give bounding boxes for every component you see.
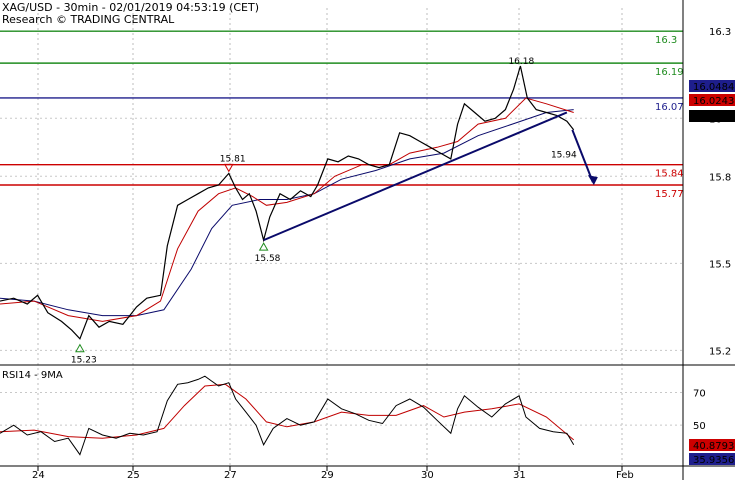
rsi-line [0,375,575,456]
x-tick-label: 27 [224,470,237,480]
annotation-label: 15.94 [551,151,577,161]
y-tick-label: 15.8 [709,172,731,183]
projection-arrow-shaft [571,129,594,183]
current-value-label: 15.969 [693,112,728,123]
price-line [0,65,575,340]
x-tick-label: Feb [616,470,634,480]
projection-arrow-head [587,175,598,186]
annotations: 16.18 15.81 15.58 15.94 15.23 [71,57,577,366]
annotation-label: 15.23 [71,356,97,366]
level-label: 16.3 [655,35,677,46]
indicator-tick-label: 70 [693,389,706,400]
x-tick-label: 30 [421,470,434,480]
annotation-label: 16.18 [508,57,534,67]
up-triangle-marker [258,242,269,251]
level-label: 16.07 [655,102,684,113]
y-tick-label: 16.3 [709,27,731,38]
down-triangle-marker [223,163,234,173]
y-tick-label: 15.2 [709,346,731,357]
level-label: 16.19 [655,67,684,78]
y-tick-label: 15.5 [709,259,731,270]
series-lines [0,65,598,456]
indicator-value-box [689,453,735,465]
indicator-value-box [689,439,735,451]
indicator-value-label: 40.8793 [693,441,734,452]
current-value-box [689,80,735,92]
chart-title: XAG/USD - 30min - 02/01/2019 04:53:19 (C… [2,1,259,14]
current-value-label: 16.0243 [693,96,734,107]
up-triangle-marker [75,343,85,353]
price-levels: 16.3 16.19 16.07 15.84 15.77 [0,30,684,200]
current-value-box [689,110,735,122]
level-label: 15.84 [655,169,684,180]
annotation-label: 15.58 [255,254,281,264]
indicator-value-label: 35.9356 [693,455,734,466]
research-credit: Research © TRADING CENTRAL [2,13,175,26]
x-tick-label: 24 [32,470,45,480]
x-tick-label: 25 [127,470,140,480]
level-label: 15.77 [655,189,684,200]
x-tick-label: 29 [321,470,334,480]
indicator-title: RSI14 - 9MA [2,370,63,381]
ma-slow-line [0,109,574,317]
indicator-tick-label: 50 [693,421,706,432]
current-value-label: 16.0484 [693,82,734,93]
grid [0,8,683,466]
rsi-ma-line [0,383,575,441]
trendline [263,111,568,242]
annotation-label: 15.81 [220,154,246,164]
x-tick-label: 31 [513,470,526,480]
ma-fast-line [0,97,574,322]
current-value-box [689,94,735,106]
